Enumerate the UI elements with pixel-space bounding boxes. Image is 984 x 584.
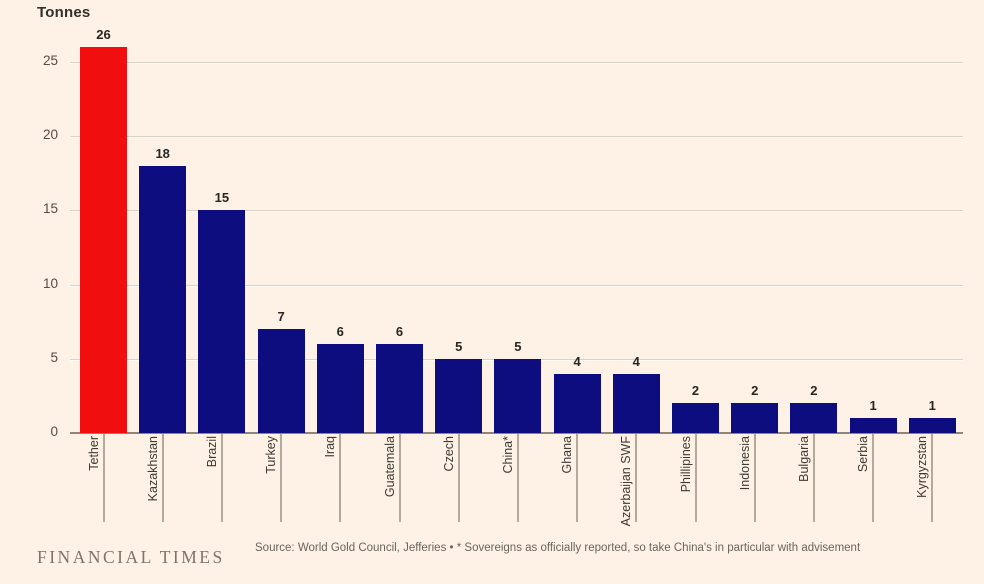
gridline-25 (70, 61, 963, 63)
bar-value-label: 6 (395, 323, 404, 339)
category-label: Kazakhstan (145, 436, 160, 502)
category-label: Ghana (560, 436, 575, 474)
bar-value-label: 7 (277, 309, 285, 325)
y-tick-label-20: 20 (42, 127, 58, 142)
bar-kyrgyzstan (908, 418, 956, 433)
bar-value-label: 18 (155, 145, 170, 161)
bar-iraq (316, 343, 364, 433)
y-tick-label-10: 10 (42, 275, 58, 291)
category-label: Azerbaijan SWF (619, 436, 634, 527)
x-axis-line (70, 432, 963, 434)
category-tick (812, 434, 815, 522)
bar-kazakhstan (139, 165, 187, 433)
y-tick-label-5: 5 (50, 349, 58, 365)
source-note: Source: World Gold Council, Jefferies • … (255, 542, 861, 554)
category-tick (457, 434, 460, 522)
bar-value-label: 1 (928, 398, 936, 414)
bar-phillipines (672, 403, 719, 433)
category-tick (516, 434, 519, 522)
category-label: Tether (86, 436, 101, 471)
bar-value-label: 5 (514, 338, 522, 354)
gridline-15 (70, 210, 963, 212)
bar-guatemala (376, 343, 423, 433)
category-tick (339, 434, 342, 522)
category-label: Phillipines (678, 436, 693, 493)
category-tick (931, 434, 934, 522)
bar-czech (435, 358, 483, 433)
bar-value-label: 2 (751, 383, 759, 399)
bar-brazil (198, 210, 246, 433)
bar-value-label: 2 (691, 383, 700, 399)
bar-bulgaria (790, 403, 838, 433)
bar-value-label: 4 (573, 353, 581, 369)
category-label: Czech (441, 436, 456, 472)
bar-value-label: 6 (336, 323, 344, 339)
category-tick (220, 434, 223, 522)
category-label: Guatemala (382, 436, 397, 498)
category-label: Turkey (264, 436, 279, 474)
bar-turkey (257, 329, 305, 433)
category-label: China* (500, 436, 515, 474)
category-tick (753, 434, 756, 522)
category-tick (398, 434, 401, 522)
bar-value-label: 4 (632, 353, 640, 369)
bar-value-label: 26 (96, 26, 111, 42)
bar-value-label: 15 (214, 190, 230, 206)
y-tick-label-15: 15 (42, 201, 58, 217)
category-label: Bulgaria (796, 436, 811, 482)
category-tick (635, 434, 638, 522)
bar-indonesia (731, 403, 779, 433)
category-tick (161, 434, 164, 522)
bar-value-label: 5 (455, 338, 463, 354)
category-tick (280, 434, 283, 522)
category-tick (872, 434, 875, 522)
y-tick-label-25: 25 (42, 52, 58, 68)
bar-china- (494, 358, 542, 433)
category-label: Brazil (204, 436, 219, 468)
category-label: Indonesia (737, 436, 752, 491)
gridline-10 (70, 284, 963, 286)
category-label: Iraq (323, 436, 338, 458)
y-axis-title: Tonnes (37, 4, 91, 21)
bar-value-label: 1 (869, 398, 877, 414)
bar-ghana (553, 373, 601, 433)
financial-times-logo: FINANCIAL TIMES (37, 547, 225, 567)
category-label: Kyrgyzstan (915, 436, 930, 498)
bar-azerbaijan-swf (612, 373, 660, 433)
category-label: Serbia (856, 436, 871, 473)
category-tick (694, 434, 697, 522)
category-tick (576, 434, 579, 522)
y-tick-label-0: 0 (50, 424, 58, 439)
gridline-20 (70, 136, 963, 137)
bar-tether (80, 46, 127, 433)
bar-serbia (849, 418, 897, 433)
bar-value-label: 2 (810, 383, 818, 399)
category-tick (102, 434, 105, 522)
